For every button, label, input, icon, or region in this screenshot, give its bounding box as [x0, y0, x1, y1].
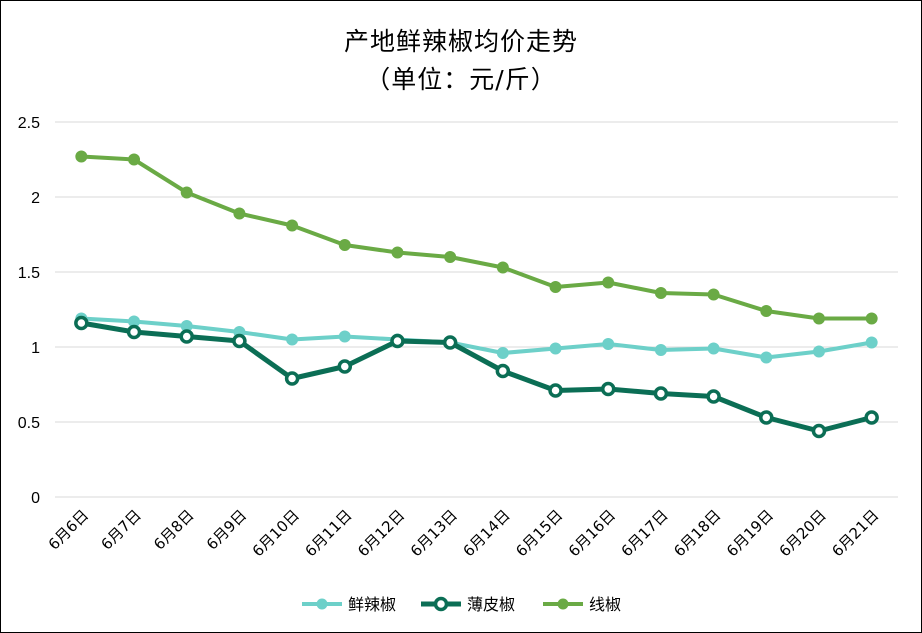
legend-label-1: 薄皮椒: [467, 595, 515, 614]
series-1-point: [284, 371, 300, 386]
series-2-point: [233, 207, 246, 220]
legend-label-0: 鲜辣椒: [348, 595, 396, 614]
series-0-point: [286, 333, 299, 346]
series-1-point: [548, 383, 563, 398]
x-tick-label: 6月20日: [776, 506, 830, 560]
x-tick-label: 6月10日: [249, 506, 303, 560]
series-1-point: [706, 389, 721, 404]
chart-subtitle: （单位：元/斤）: [365, 65, 557, 94]
legend-marker-1: [433, 596, 449, 612]
series-2-point: [75, 150, 88, 163]
y-tick-label: 1: [31, 340, 40, 357]
x-tick-label: 6月15日: [512, 506, 566, 560]
legend-marker-0: [316, 598, 328, 610]
series-2-point: [338, 239, 351, 251]
series-2-point: [286, 219, 299, 232]
x-tick-label: 6月6日: [45, 506, 92, 553]
series-1-point: [759, 410, 774, 425]
x-tick-label: 6月8日: [150, 506, 197, 553]
y-tick-label: 1.5: [18, 265, 40, 282]
series-0-point: [707, 342, 720, 355]
y-tick-label: 2: [31, 190, 40, 207]
series-2-point: [128, 153, 141, 166]
x-tick-label: 6月19日: [723, 506, 777, 560]
series-0-point: [549, 342, 562, 355]
series-1-point: [600, 381, 616, 397]
series-2-point: [654, 287, 667, 299]
legend-marker-2: [557, 598, 569, 610]
x-tick-label: 6月9日: [203, 506, 250, 553]
series-line-1: [78, 320, 875, 434]
series-0-point: [496, 347, 509, 359]
x-tick-label: 6月7日: [97, 506, 144, 553]
x-tick-label: 6月13日: [407, 506, 461, 560]
x-tick-label: 6月17日: [618, 506, 672, 560]
series-1-point: [864, 410, 879, 425]
series-2-point: [444, 251, 457, 263]
series-2-point: [812, 312, 825, 325]
x-tick-label: 6月12日: [354, 506, 408, 560]
series-2-point: [707, 288, 720, 301]
series-2-point: [602, 276, 615, 289]
series-0-point: [654, 344, 667, 356]
series-1-point: [179, 329, 194, 344]
series-1-point: [811, 423, 827, 439]
series-1-point: [442, 335, 458, 350]
series-1-point: [232, 333, 247, 349]
series-2-point: [496, 261, 509, 274]
y-tick-label: 0: [31, 490, 40, 507]
series-2-point: [549, 281, 562, 293]
series-1-point: [495, 363, 511, 379]
series-2-point: [760, 305, 773, 317]
x-tick-label: 6月16日: [565, 506, 619, 560]
x-tick-label: 6月21日: [828, 506, 882, 560]
series-2-point: [180, 186, 193, 199]
series-0-point: [338, 330, 351, 343]
chart-title: 产地鲜辣椒均价走势: [343, 27, 578, 56]
series-1-point: [390, 333, 405, 349]
x-tick-label: 6月14日: [459, 506, 513, 560]
series-line-0: [79, 316, 874, 360]
x-tick-label: 6月18日: [670, 506, 724, 560]
series-1-point: [74, 315, 89, 331]
series-line-2: [79, 154, 874, 321]
series-1-point: [337, 359, 353, 374]
legend-label-2: 线椒: [589, 595, 621, 614]
series-1-point: [126, 324, 142, 340]
y-tick-label: 2.5: [18, 115, 40, 132]
series-0-point: [865, 336, 878, 349]
series-1-point: [653, 386, 669, 401]
y-tick-label: 0.5: [18, 415, 40, 432]
series-0-point: [602, 338, 615, 350]
series-0-point: [812, 345, 825, 358]
series-0-point: [760, 351, 773, 364]
x-tick-label: 6月11日: [301, 506, 355, 560]
series-2-point: [391, 246, 404, 259]
series-2-point: [865, 312, 878, 325]
